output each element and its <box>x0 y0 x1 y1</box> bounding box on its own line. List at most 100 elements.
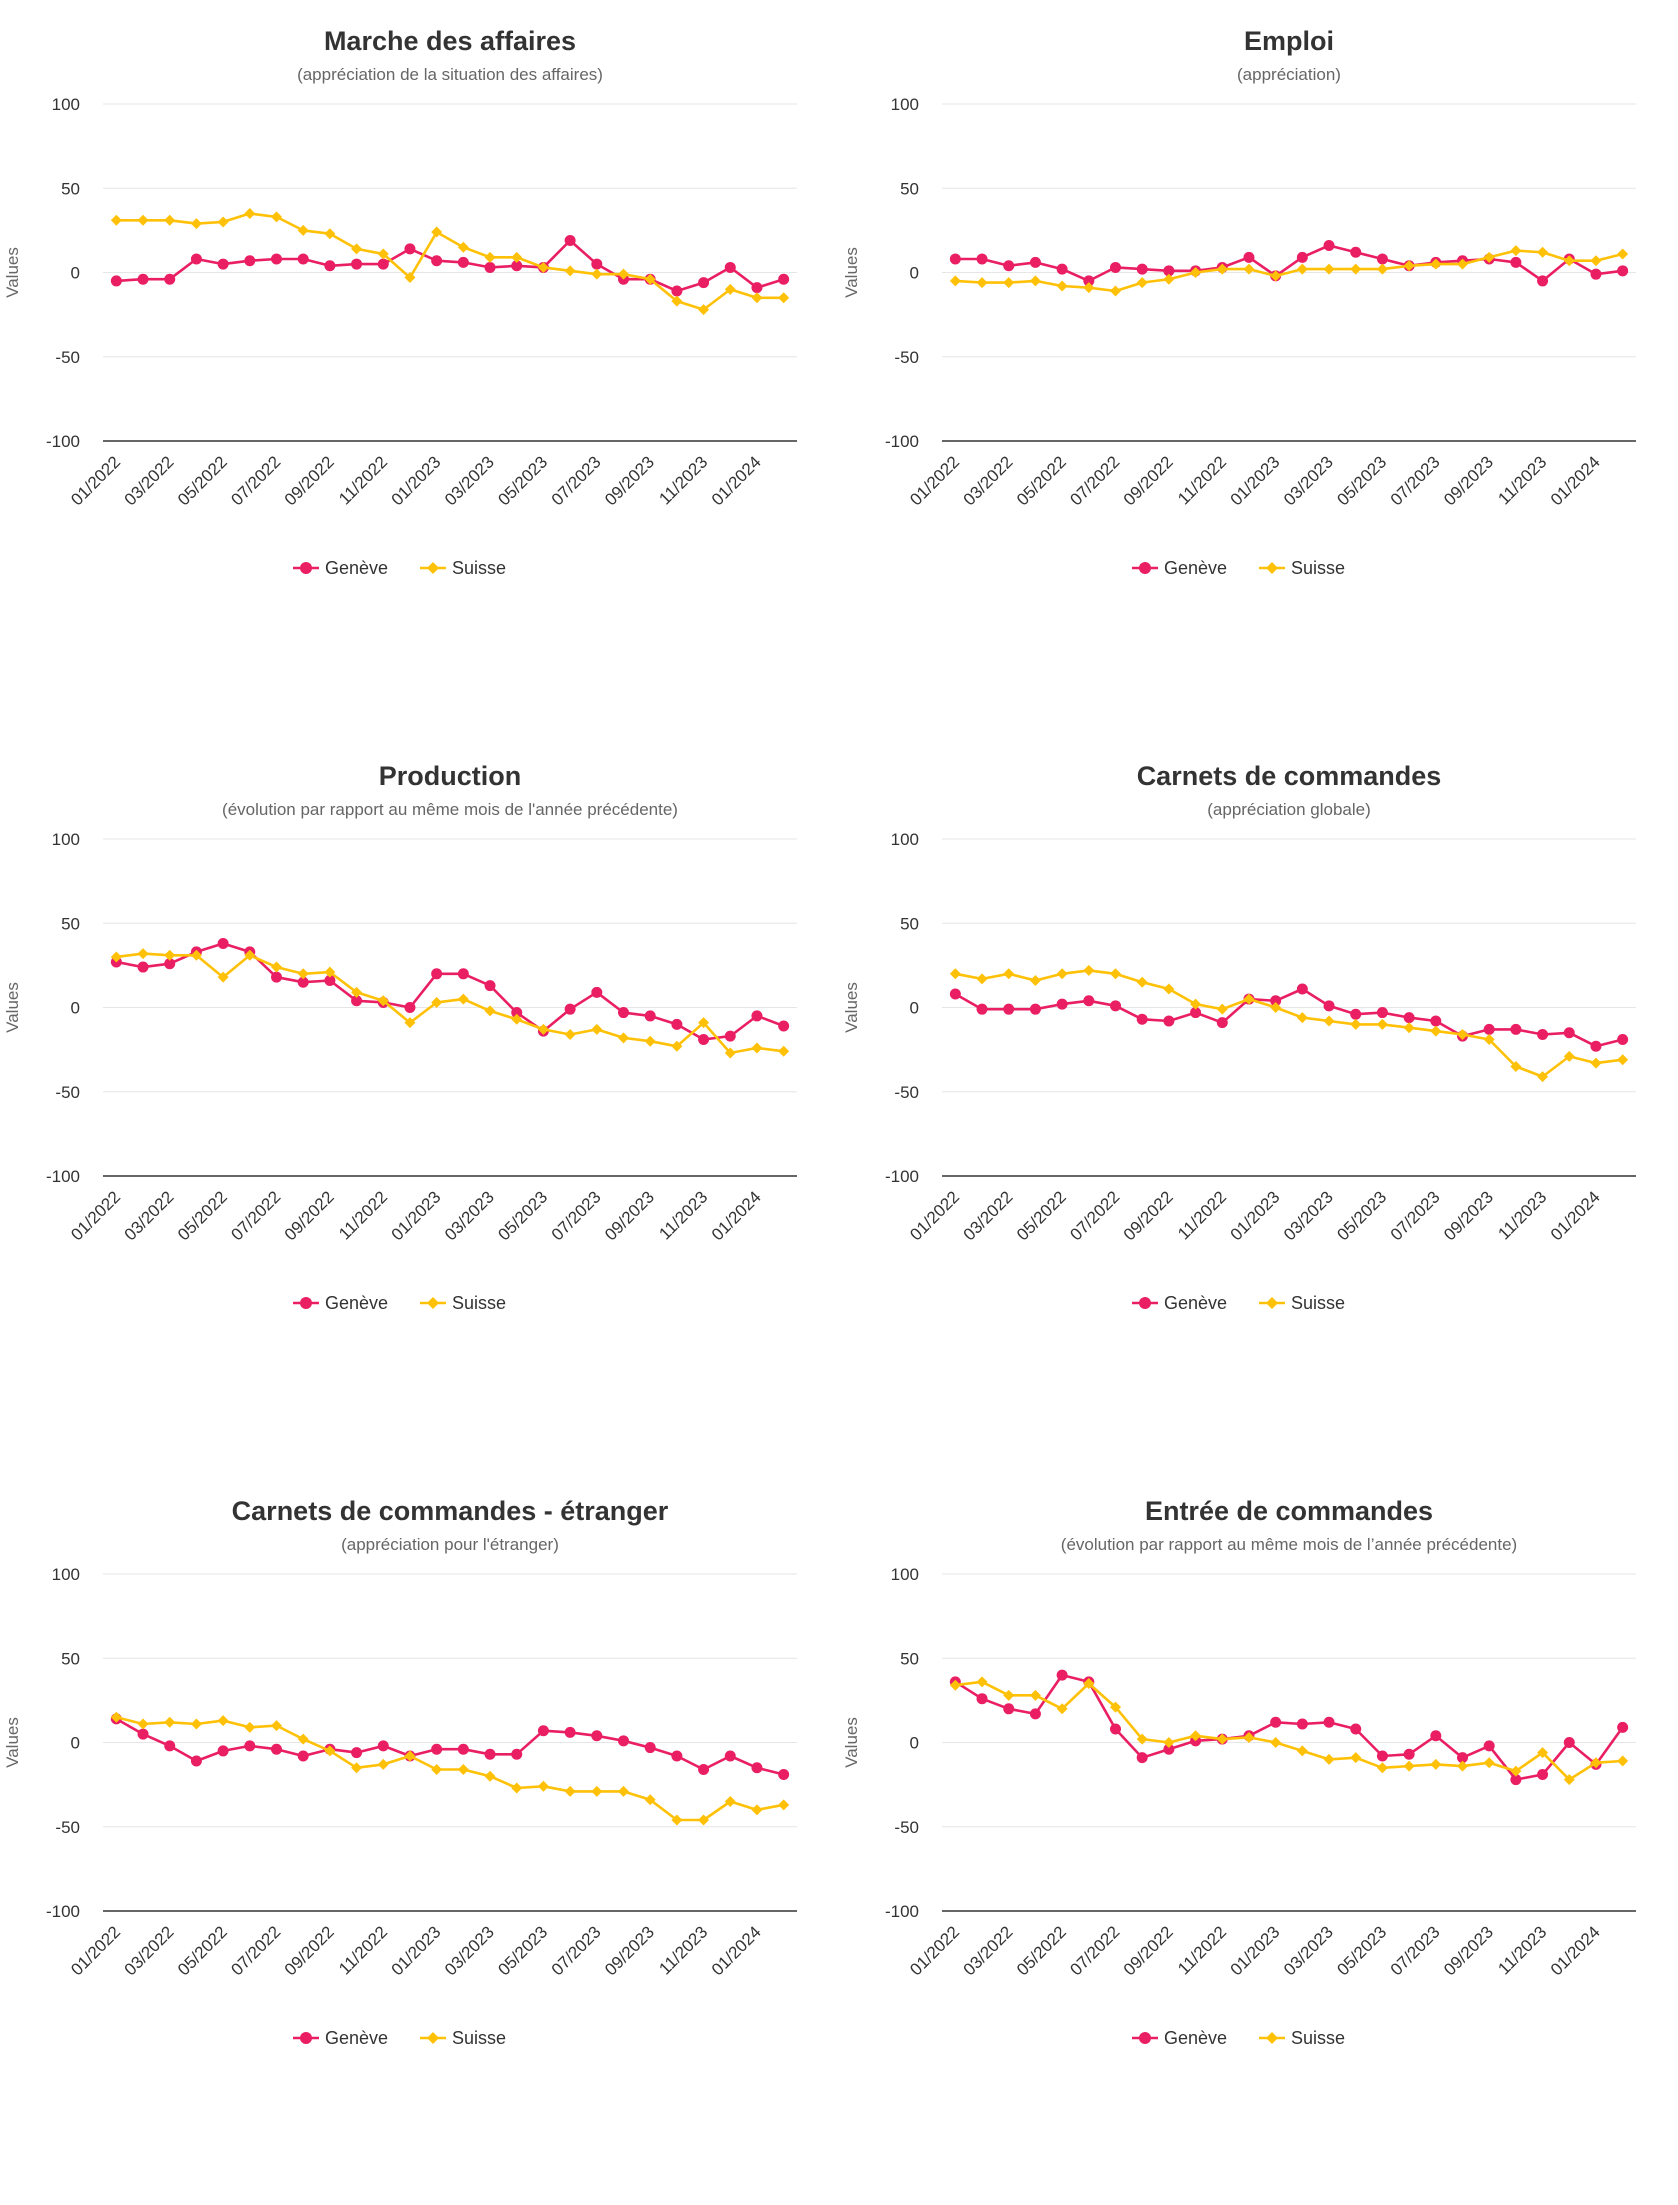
data-point[interactable] <box>1376 1018 1388 1030</box>
data-point[interactable] <box>644 1742 656 1754</box>
data-point[interactable] <box>244 949 256 961</box>
data-point[interactable] <box>1003 277 1015 289</box>
data-point[interactable] <box>1190 1730 1202 1742</box>
legend-item-suisse[interactable]: Suisse <box>420 1293 506 1313</box>
data-point[interactable] <box>1430 1758 1442 1770</box>
data-point[interactable] <box>1190 1007 1202 1019</box>
data-point[interactable] <box>1296 1745 1308 1757</box>
data-point[interactable] <box>1430 1015 1442 1027</box>
data-point[interactable] <box>644 1010 656 1022</box>
legend-item-geneve[interactable]: Genève <box>1132 1293 1227 1313</box>
data-point[interactable] <box>1163 1737 1175 1748</box>
data-point[interactable] <box>778 292 790 304</box>
data-point[interactable] <box>1270 1716 1282 1728</box>
data-point[interactable] <box>1376 1007 1388 1019</box>
data-point[interactable] <box>484 1770 496 1782</box>
data-point[interactable] <box>1029 1689 1041 1701</box>
data-point[interactable] <box>1323 1000 1335 1012</box>
data-point[interactable] <box>1003 1689 1015 1701</box>
data-point[interactable] <box>324 1745 336 1757</box>
legend-item-suisse[interactable]: Suisse <box>1259 2028 1345 2048</box>
data-point[interactable] <box>564 1028 576 1040</box>
data-point[interactable] <box>1590 268 1602 280</box>
data-point[interactable] <box>511 1007 523 1019</box>
data-point[interactable] <box>190 1718 202 1730</box>
data-point[interactable] <box>724 1047 736 1059</box>
data-point[interactable] <box>751 1804 763 1816</box>
data-point[interactable] <box>698 1034 710 1046</box>
data-point[interactable] <box>591 1785 603 1797</box>
legend-item-geneve[interactable]: Genève <box>293 558 388 578</box>
data-point[interactable] <box>137 961 149 973</box>
data-point[interactable] <box>1190 998 1202 1010</box>
data-point[interactable] <box>1350 1018 1362 1030</box>
data-point[interactable] <box>1056 263 1068 275</box>
data-point[interactable] <box>1457 258 1468 270</box>
data-point[interactable] <box>1029 1003 1041 1015</box>
data-point[interactable] <box>244 208 256 220</box>
data-point[interactable] <box>1243 251 1255 263</box>
data-point[interactable] <box>1029 256 1041 268</box>
legend-item-suisse[interactable]: Suisse <box>420 2028 506 2048</box>
data-point[interactable] <box>457 256 469 268</box>
data-point[interactable] <box>1617 248 1629 260</box>
data-point[interactable] <box>1590 255 1602 267</box>
data-point[interactable] <box>1563 255 1575 267</box>
data-point[interactable] <box>724 1795 736 1807</box>
data-point[interactable] <box>1537 1071 1549 1083</box>
data-point[interactable] <box>1056 1669 1068 1681</box>
data-point[interactable] <box>1110 261 1121 273</box>
data-point[interactable] <box>1537 1028 1549 1040</box>
data-point[interactable] <box>297 253 309 265</box>
data-point[interactable] <box>511 1748 523 1760</box>
data-point[interactable] <box>1003 968 1015 980</box>
data-point[interactable] <box>1296 1718 1308 1730</box>
data-point[interactable] <box>1296 983 1308 995</box>
data-point[interactable] <box>591 1730 603 1742</box>
data-point[interactable] <box>618 1007 629 1019</box>
data-point[interactable] <box>511 251 523 263</box>
data-point[interactable] <box>1350 246 1362 258</box>
data-point[interactable] <box>297 968 309 980</box>
data-point[interactable] <box>1323 1753 1335 1765</box>
data-point[interactable] <box>1270 1002 1282 1013</box>
data-point[interactable] <box>537 261 549 273</box>
data-point[interactable] <box>511 260 523 272</box>
data-point[interactable] <box>351 258 363 270</box>
data-point[interactable] <box>618 268 629 280</box>
data-point[interactable] <box>698 1763 710 1775</box>
data-point[interactable] <box>1376 1750 1388 1762</box>
data-point[interactable] <box>271 971 282 983</box>
data-point[interactable] <box>1457 1028 1468 1040</box>
data-point[interactable] <box>1163 265 1175 277</box>
data-point[interactable] <box>137 273 149 285</box>
data-point[interactable] <box>110 275 122 287</box>
data-point[interactable] <box>644 1035 656 1047</box>
data-point[interactable] <box>1270 270 1282 282</box>
data-point[interactable] <box>618 1032 629 1044</box>
data-point[interactable] <box>431 1743 443 1755</box>
data-point[interactable] <box>976 1693 988 1705</box>
data-point[interactable] <box>1617 1034 1629 1046</box>
data-point[interactable] <box>217 258 229 270</box>
data-point[interactable] <box>1350 1723 1362 1735</box>
data-point[interactable] <box>324 260 336 272</box>
data-point[interactable] <box>297 976 309 988</box>
data-point[interactable] <box>564 1726 576 1738</box>
legend-item-suisse[interactable]: Suisse <box>1259 1293 1345 1313</box>
data-point[interactable] <box>457 1763 469 1775</box>
data-point[interactable] <box>457 1743 469 1755</box>
data-point[interactable] <box>164 214 176 226</box>
data-point[interactable] <box>137 214 149 226</box>
data-point[interactable] <box>244 1740 256 1752</box>
data-point[interactable] <box>511 1782 523 1794</box>
data-point[interactable] <box>537 1725 549 1737</box>
data-point[interactable] <box>110 214 122 226</box>
data-point[interactable] <box>324 228 336 240</box>
data-point[interactable] <box>217 971 229 983</box>
data-point[interactable] <box>1376 253 1388 265</box>
legend-item-suisse[interactable]: Suisse <box>1259 558 1345 578</box>
data-point[interactable] <box>698 277 710 289</box>
data-point[interactable] <box>724 283 736 295</box>
data-point[interactable] <box>1483 1740 1495 1752</box>
